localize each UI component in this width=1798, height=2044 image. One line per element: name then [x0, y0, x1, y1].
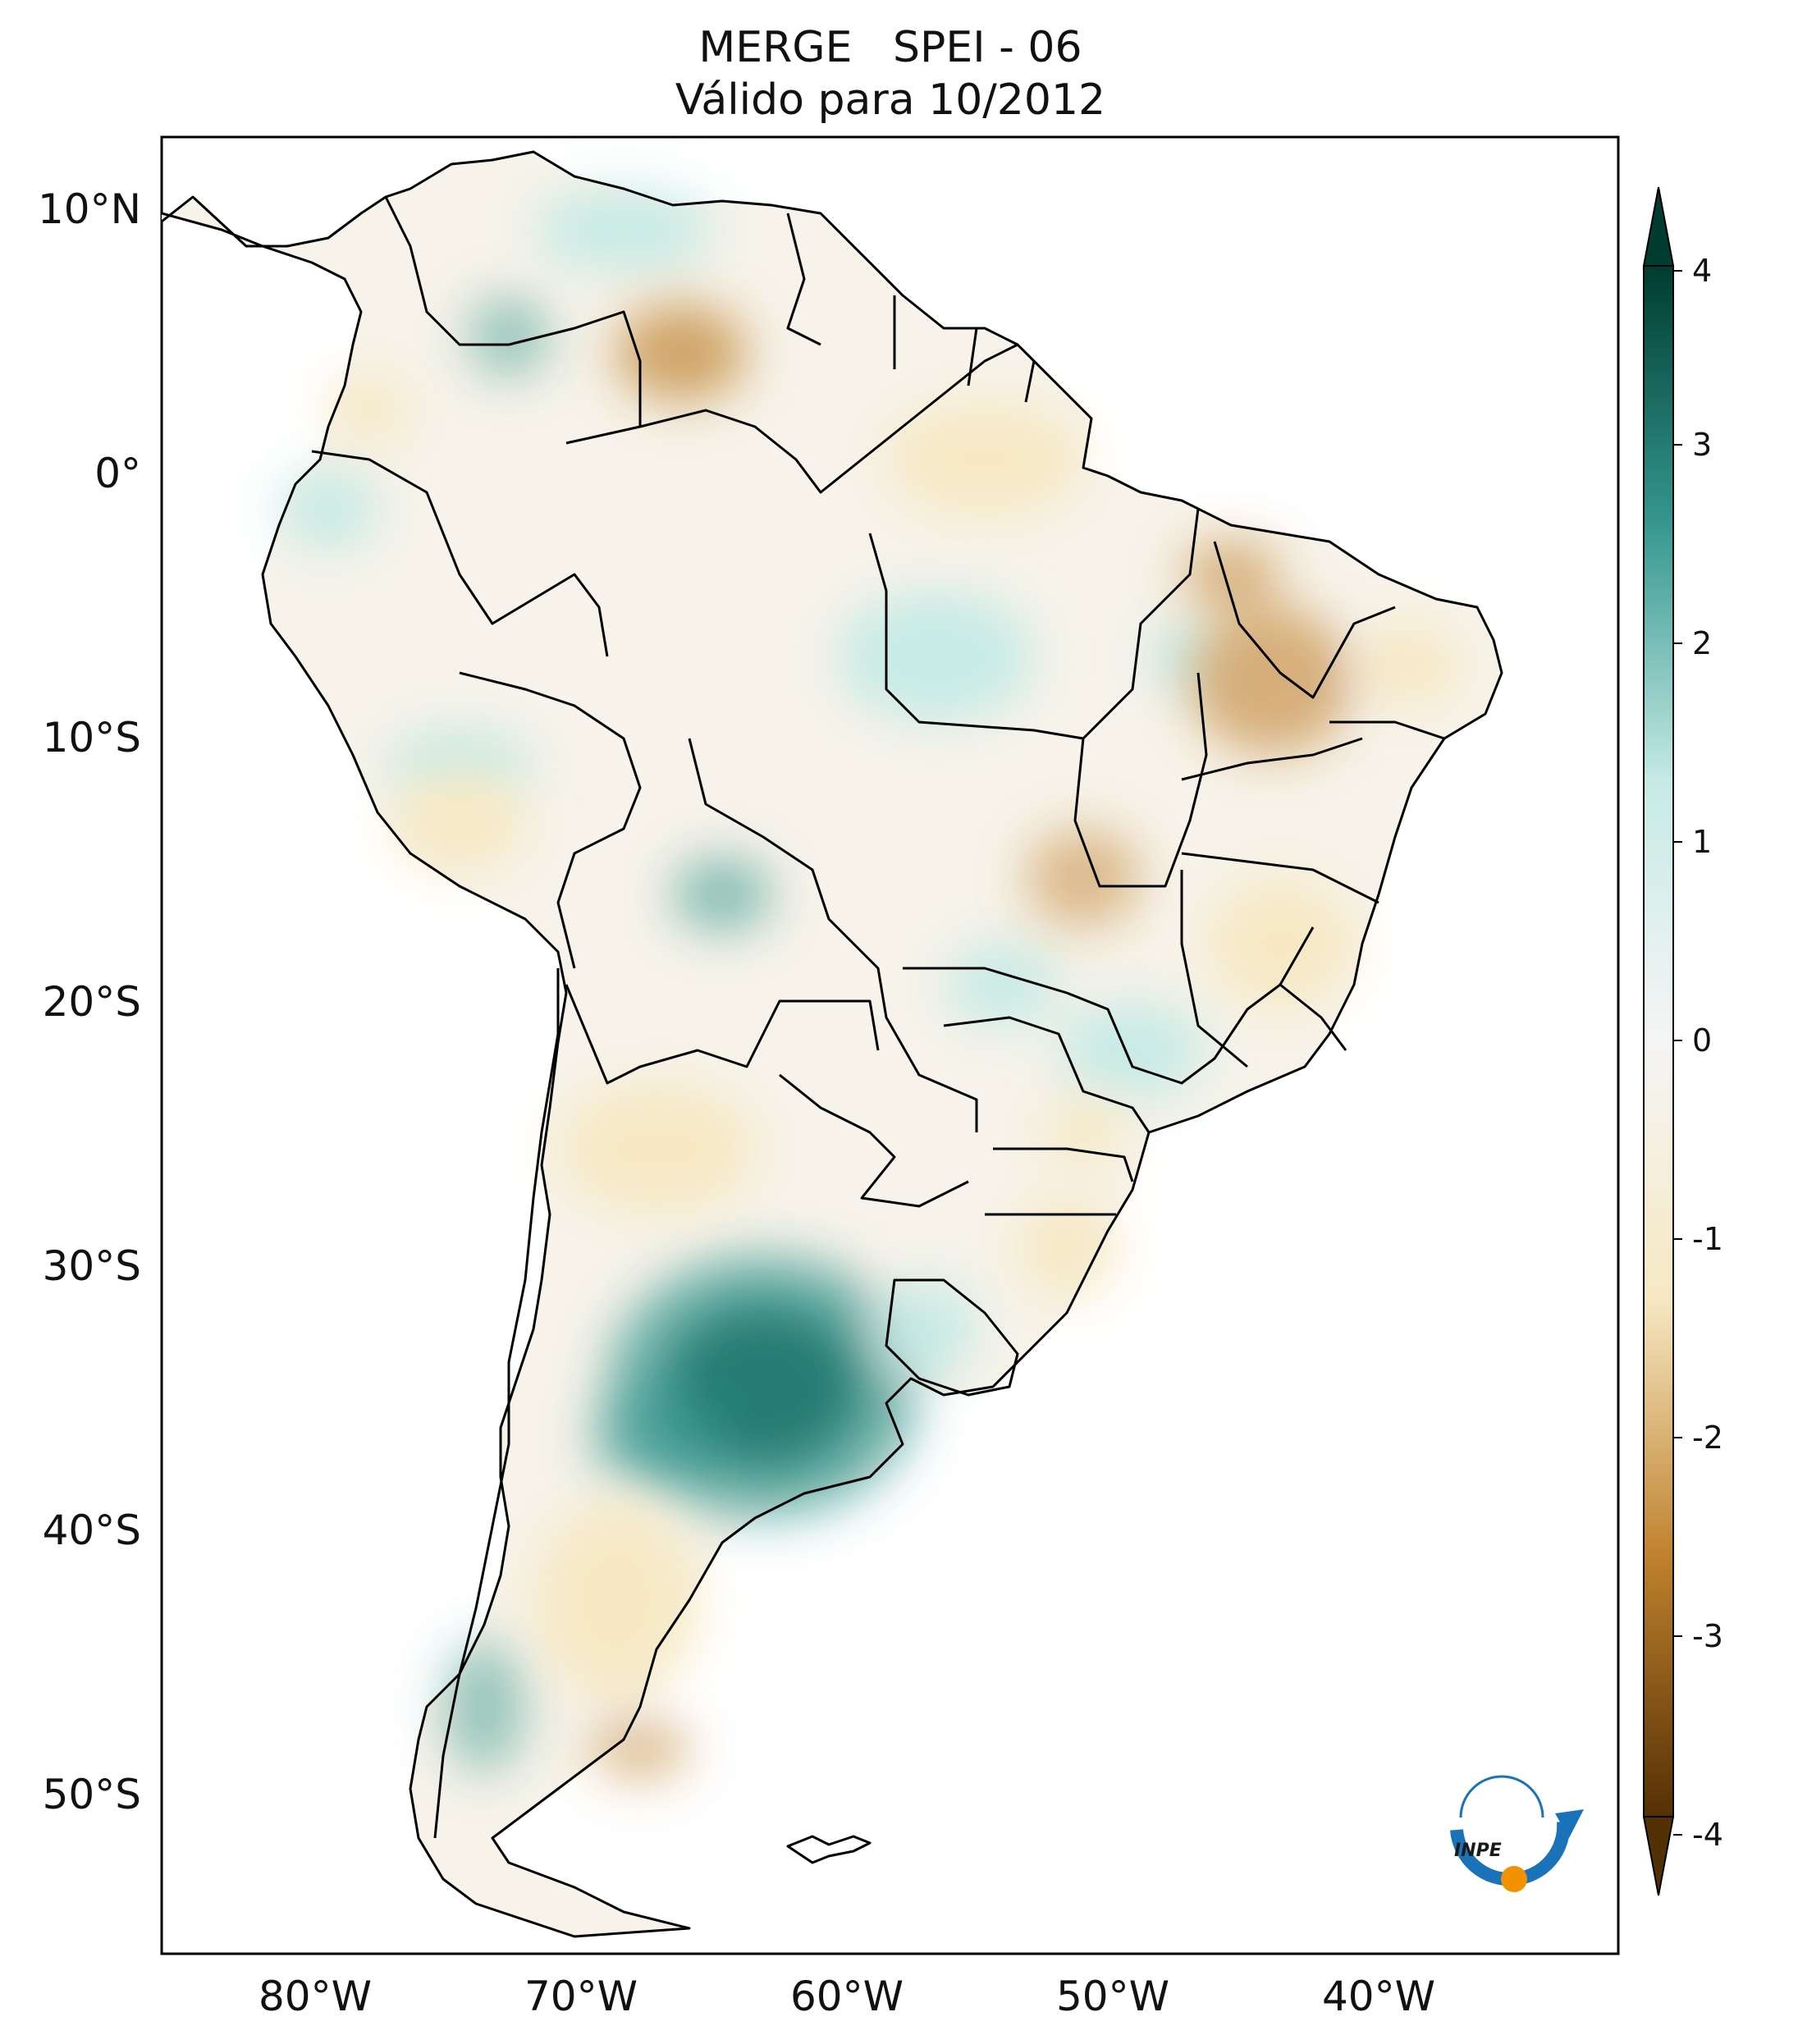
- colorbar-label-4: 4: [1692, 253, 1713, 289]
- lon-label-60w: 60°W: [789, 1973, 904, 2020]
- border-bolivia-argentina: [565, 984, 880, 1085]
- border-brazil-states-8: [1180, 870, 1347, 1068]
- colorbar: [1642, 186, 1682, 1896]
- lon-label-70w: 70°W: [524, 1973, 638, 2020]
- map-subtitle: Válido para 10/2012: [675, 75, 1106, 125]
- lat-label-10n: 10°N: [37, 185, 141, 233]
- lon-label-80w: 80°W: [258, 1973, 373, 2020]
- border-paraguay-argentina: [779, 1073, 969, 1208]
- lat-label-20s: 20°S: [42, 978, 141, 1026]
- colorbar-label-0: 0: [1692, 1022, 1713, 1059]
- border-brazil-states-3: [903, 926, 1315, 1085]
- border-brazil-states-5: [985, 1147, 1134, 1216]
- border-brazil-states-1: [868, 508, 1200, 740]
- colorbar-extend-top: [1642, 186, 1675, 267]
- falklands: [786, 1835, 872, 1864]
- map-title: MERGE SPEI - 06: [698, 23, 1082, 72]
- coastline: [162, 150, 1503, 1938]
- border-brazil-bolivia-paraguay: [688, 738, 978, 1132]
- political-borders: [162, 150, 1503, 1938]
- lat-label-30s: 30°S: [42, 1242, 141, 1290]
- lon-label-40w: 40°W: [1321, 1973, 1436, 2020]
- logo-dot: [1501, 1866, 1527, 1892]
- border-brazil-west: [459, 671, 642, 969]
- border-brazil-states-7: [1181, 737, 1379, 904]
- colorbar-extend-bottom: [1642, 1816, 1675, 1896]
- border-uruguay: [885, 1278, 1019, 1397]
- border-brazil-north: [565, 343, 1018, 494]
- logo-text: INPE: [1454, 1841, 1502, 1861]
- inpe-logo: INPE: [1450, 1775, 1584, 1892]
- border-chile-argentina: [433, 968, 560, 1839]
- colorbar-label-1: 1: [1692, 824, 1713, 860]
- lon-label-50w: 50°W: [1055, 1973, 1170, 2020]
- colorbar-label-m1: -1: [1692, 1221, 1723, 1257]
- lat-label-0: 0°: [94, 450, 141, 497]
- map-area: [162, 150, 1503, 1938]
- logo-arrow-head: [1555, 1809, 1584, 1838]
- lat-label-10s: 10°S: [42, 714, 141, 761]
- colorbar-label-m2: -2: [1692, 1420, 1723, 1456]
- colorbar-label-3: 3: [1692, 427, 1713, 463]
- border-guianas: [786, 213, 1036, 403]
- border-brazil-states-6: [1213, 541, 1445, 740]
- border-colombia-ecuador-peru: [311, 450, 609, 657]
- logo-orbit: [1459, 1775, 1544, 1818]
- border-brazil-states-4: [943, 1016, 1151, 1133]
- wet-anomaly-field: [279, 189, 1215, 1772]
- colorbar-body: [1643, 265, 1674, 1818]
- colorbar-label-m4: -4: [1692, 1817, 1723, 1853]
- border-brazil-states-2: [1073, 672, 1208, 888]
- colorbar-label-m3: -3: [1692, 1618, 1723, 1654]
- colorbar-ticks: [1673, 270, 1682, 1836]
- lat-label-50s: 50°S: [42, 1771, 141, 1818]
- colorbar-label-2: 2: [1692, 625, 1713, 661]
- border-colombia-venezuela: [384, 196, 642, 427]
- lat-label-40s: 40°S: [42, 1507, 141, 1554]
